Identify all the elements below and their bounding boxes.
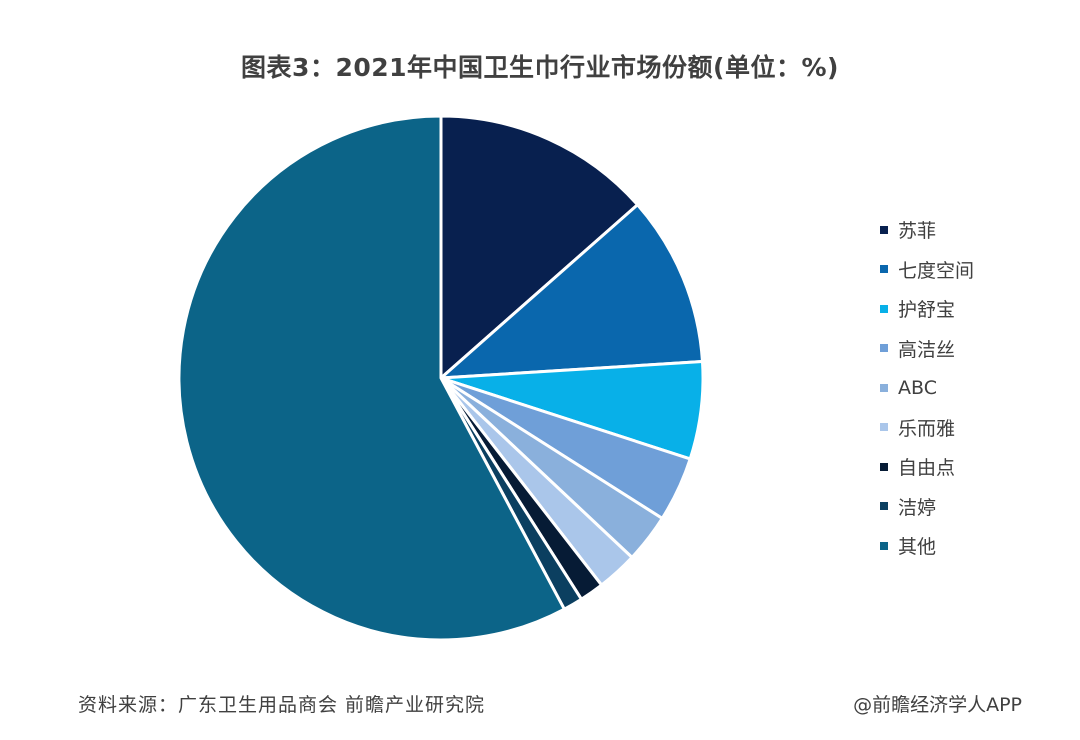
legend-swatch [880, 265, 888, 274]
legend-label: 苏菲 [898, 220, 937, 243]
brand-credit: @前瞻经济学人APP [853, 694, 1022, 716]
legend-item-4: ABC [880, 368, 1070, 408]
pie-slice-1 [439, 203, 704, 380]
chart-legend: 苏菲七度空间护舒宝高洁丝 ABC 乐而雅自由点洁婷其他 [880, 210, 1070, 566]
legend-swatch [880, 423, 888, 432]
legend-swatch [880, 383, 888, 392]
legend-swatch [880, 541, 888, 550]
legend-item-3: 高洁丝 [880, 329, 1070, 369]
legend-label: 其他 [898, 536, 937, 559]
pie-slice-0 [439, 114, 640, 380]
legend-swatch [880, 225, 888, 234]
legend-swatch [880, 304, 888, 313]
legend-label: 乐而雅 [898, 417, 956, 440]
legend-label: 高洁丝 [898, 338, 956, 361]
legend-item-2: 护舒宝 [880, 289, 1070, 329]
pie-slice-8 [177, 114, 566, 642]
legend-swatch [880, 462, 888, 471]
legend-swatch [880, 502, 888, 511]
legend-item-1: 七度空间 [880, 250, 1070, 290]
legend-item-0: 苏菲 [880, 210, 1070, 250]
legend-item-5: 乐而雅 [880, 408, 1070, 448]
legend-swatch [880, 344, 888, 353]
legend-label: 洁婷 [898, 496, 937, 519]
legend-label: 护舒宝 [898, 299, 956, 322]
legend-label: 七度空间 [898, 259, 975, 282]
legend-label: ABC [898, 376, 937, 399]
chart-title: 图表3：2021年中国卫生巾行业市场份额(单位：%) [241, 53, 839, 82]
legend-item-6: 自由点 [880, 447, 1070, 487]
pie-slices [177, 114, 705, 642]
legend-item-7: 洁婷 [880, 487, 1070, 527]
legend-item-8: 其他 [880, 526, 1070, 566]
legend-label: 自由点 [898, 457, 956, 480]
source-note: 资料来源：广东卫生用品商会 前瞻产业研究院 [78, 694, 486, 716]
